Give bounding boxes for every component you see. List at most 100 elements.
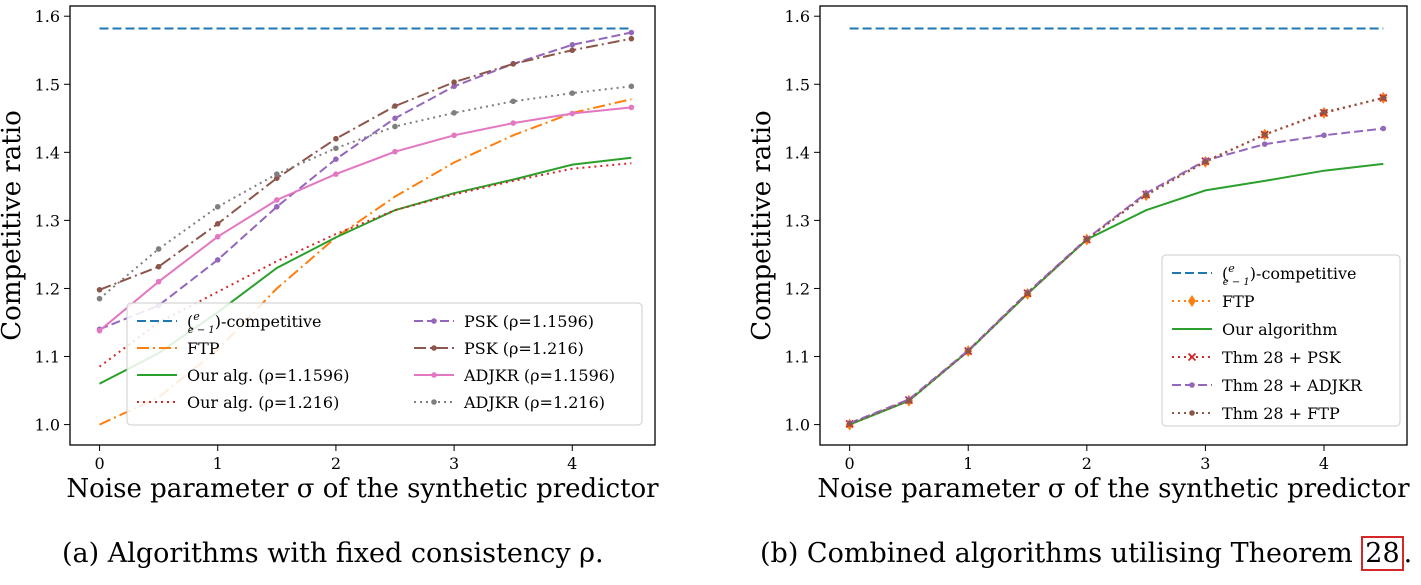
axis-ticks-b: 0 1 2 3 4 1.0 1.1 1.2 1.3 1.4 1.5 1.6 — [785, 7, 1330, 473]
marker-s4-4 — [333, 156, 339, 162]
legend-label-2: Our algorithm — [1222, 320, 1337, 339]
legend-label-5: PSK (ρ=1.216) — [464, 339, 584, 358]
y-axis-label-b: Competitive ratio — [747, 110, 777, 340]
series-line-7 — [98, 85, 632, 300]
x-tick-label-3: 3 — [449, 454, 459, 473]
marker-s6-7 — [510, 120, 516, 126]
series-layer-b — [845, 27, 1388, 431]
x-tick-label-0: 0 — [845, 454, 855, 473]
marker-s5-legend — [431, 345, 437, 351]
legend-box — [1161, 254, 1401, 427]
y-tick-label-3: 1.3 — [35, 211, 60, 230]
marker-s5-4 — [333, 135, 339, 142]
x-tick-label-1: 1 — [213, 454, 223, 473]
marker-s5-2 — [965, 348, 972, 354]
caption-b: (b) Combined algorithms utilising Theore… — [760, 536, 1413, 571]
marker-s5-0 — [846, 421, 853, 427]
x-tick-label-2: 2 — [331, 454, 341, 473]
marker-s5-5 — [392, 103, 398, 109]
legend-label-1: FTP — [187, 339, 220, 358]
marker-s7-0 — [96, 295, 103, 302]
marker-s4-5 — [392, 115, 398, 122]
marker-s4-8 — [1321, 132, 1327, 139]
marker-s7-4 — [333, 145, 339, 152]
series-line-1 — [99, 98, 632, 426]
marker-s7-legend — [431, 399, 437, 405]
marker-s5-3 — [274, 175, 280, 181]
marker-s7-5 — [392, 123, 398, 130]
marker-s6-8 — [569, 110, 576, 117]
chart-panel-b: 0 1 2 3 4 1.0 1.1 1.2 1.3 1.4 1.5 1.6 Noise paramet… — [747, 5, 1410, 504]
legend-label-0: (e e − 1)-competitive — [1222, 262, 1357, 288]
plot-frame-a — [69, 5, 656, 446]
marker-s5-9 — [628, 35, 635, 42]
caption-b-end: . — [1403, 538, 1413, 569]
marker-s7-6 — [451, 110, 457, 116]
y-tick-label-2: 1.2 — [785, 279, 810, 298]
y-tick-label-5: 1.5 — [785, 75, 810, 94]
legend-label-2: Our alg. (ρ=1.1596) — [187, 366, 350, 385]
legend-label-6: ADJKR (ρ=1.1596) — [463, 366, 615, 385]
caption-a-text: (a) Algorithms with fixed consistency ρ. — [62, 538, 604, 569]
marker-s5-6 — [1202, 159, 1209, 165]
chart-panel-a: 0 1 2 3 4 1.0 1.1 1.2 1.3 1.4 1.5 1.6 Noise paramet… — [0, 5, 659, 504]
marker-s5-6 — [451, 79, 457, 86]
marker-s4-3 — [274, 203, 280, 210]
y-tick-label-2: 1.2 — [35, 279, 60, 298]
x-tick-label-2: 2 — [1082, 454, 1092, 473]
marker-s4-2 — [214, 257, 221, 263]
legend-label-4: Thm 28 + ADJKR — [1222, 376, 1363, 395]
plot-frame-b — [819, 5, 1408, 446]
theorem-ref-link[interactable]: 28 — [1361, 536, 1404, 571]
legend-label-3: Thm 28 + PSK — [1222, 348, 1342, 367]
marker-s5-7 — [1261, 131, 1268, 138]
y-tick-label-1: 1.1 — [35, 348, 60, 367]
marker-s6-legend — [431, 372, 437, 378]
marker-s5-7 — [510, 61, 516, 67]
x-tick-label-0: 0 — [94, 454, 104, 473]
marker-s7-8 — [569, 90, 576, 96]
marker-s1-legend — [1188, 295, 1196, 307]
marker-s4-8 — [569, 41, 576, 48]
marker-s5-1 — [155, 263, 162, 270]
caption-a: (a) Algorithms with fixed consistency ρ. — [62, 538, 604, 569]
marker-s4-legend — [1189, 382, 1195, 388]
marker-s5-legend — [1189, 410, 1195, 416]
y-tick-label-4: 1.4 — [35, 143, 60, 162]
marker-s5-4 — [1084, 236, 1090, 243]
marker-s5-3 — [1024, 290, 1031, 297]
marker-s7-3 — [274, 171, 280, 177]
marker-s5-5 — [1143, 192, 1149, 199]
marker-s6-2 — [214, 233, 221, 240]
marker-s6-9 — [628, 104, 635, 111]
series-line-5 — [849, 96, 1384, 425]
y-tick-label-0: 1.0 — [785, 416, 810, 435]
marker-s5-2 — [214, 220, 221, 227]
legend-b: (e e − 1)-competitive FTP Our algorithm Thm … — [1161, 254, 1401, 427]
marker-s6-4 — [333, 171, 339, 177]
marker-s6-3 — [274, 197, 280, 203]
marker-s6-0 — [96, 327, 103, 334]
marker-s6-1 — [155, 278, 162, 285]
y-tick-label-6: 1.6 — [785, 7, 810, 26]
axis-ticks-a: 0 1 2 3 4 1.0 1.1 1.2 1.3 1.4 1.5 1.6 — [35, 7, 578, 473]
series-line-4 — [849, 127, 1384, 425]
legend-box — [126, 302, 643, 426]
marker-s6-6 — [451, 132, 457, 139]
x-tick-label-4: 4 — [1319, 454, 1329, 473]
series-line-3 — [98, 162, 632, 368]
legend-label-3: Our alg. (ρ=1.216) — [187, 393, 339, 412]
legend-label-7: ADJKR (ρ=1.216) — [463, 393, 605, 412]
caption-b-text: (b) Combined algorithms utilising Theore… — [760, 538, 1362, 569]
x-tick-label-3: 3 — [1200, 454, 1210, 473]
legend-label-0: (e e − 1)-competitive — [187, 310, 322, 336]
marker-s5-9 — [1380, 95, 1387, 101]
marker-s5-1 — [906, 397, 912, 404]
y-tick-label-1: 1.1 — [785, 348, 810, 367]
legend-label-5: Thm 28 + FTP — [1222, 404, 1340, 423]
y-tick-label-5: 1.5 — [35, 75, 60, 94]
y-tick-label-6: 1.6 — [35, 7, 60, 26]
x-axis-label-b: Noise parameter σ of the synthetic predi… — [817, 474, 1410, 504]
legend-label-1: FTP — [1222, 292, 1255, 311]
